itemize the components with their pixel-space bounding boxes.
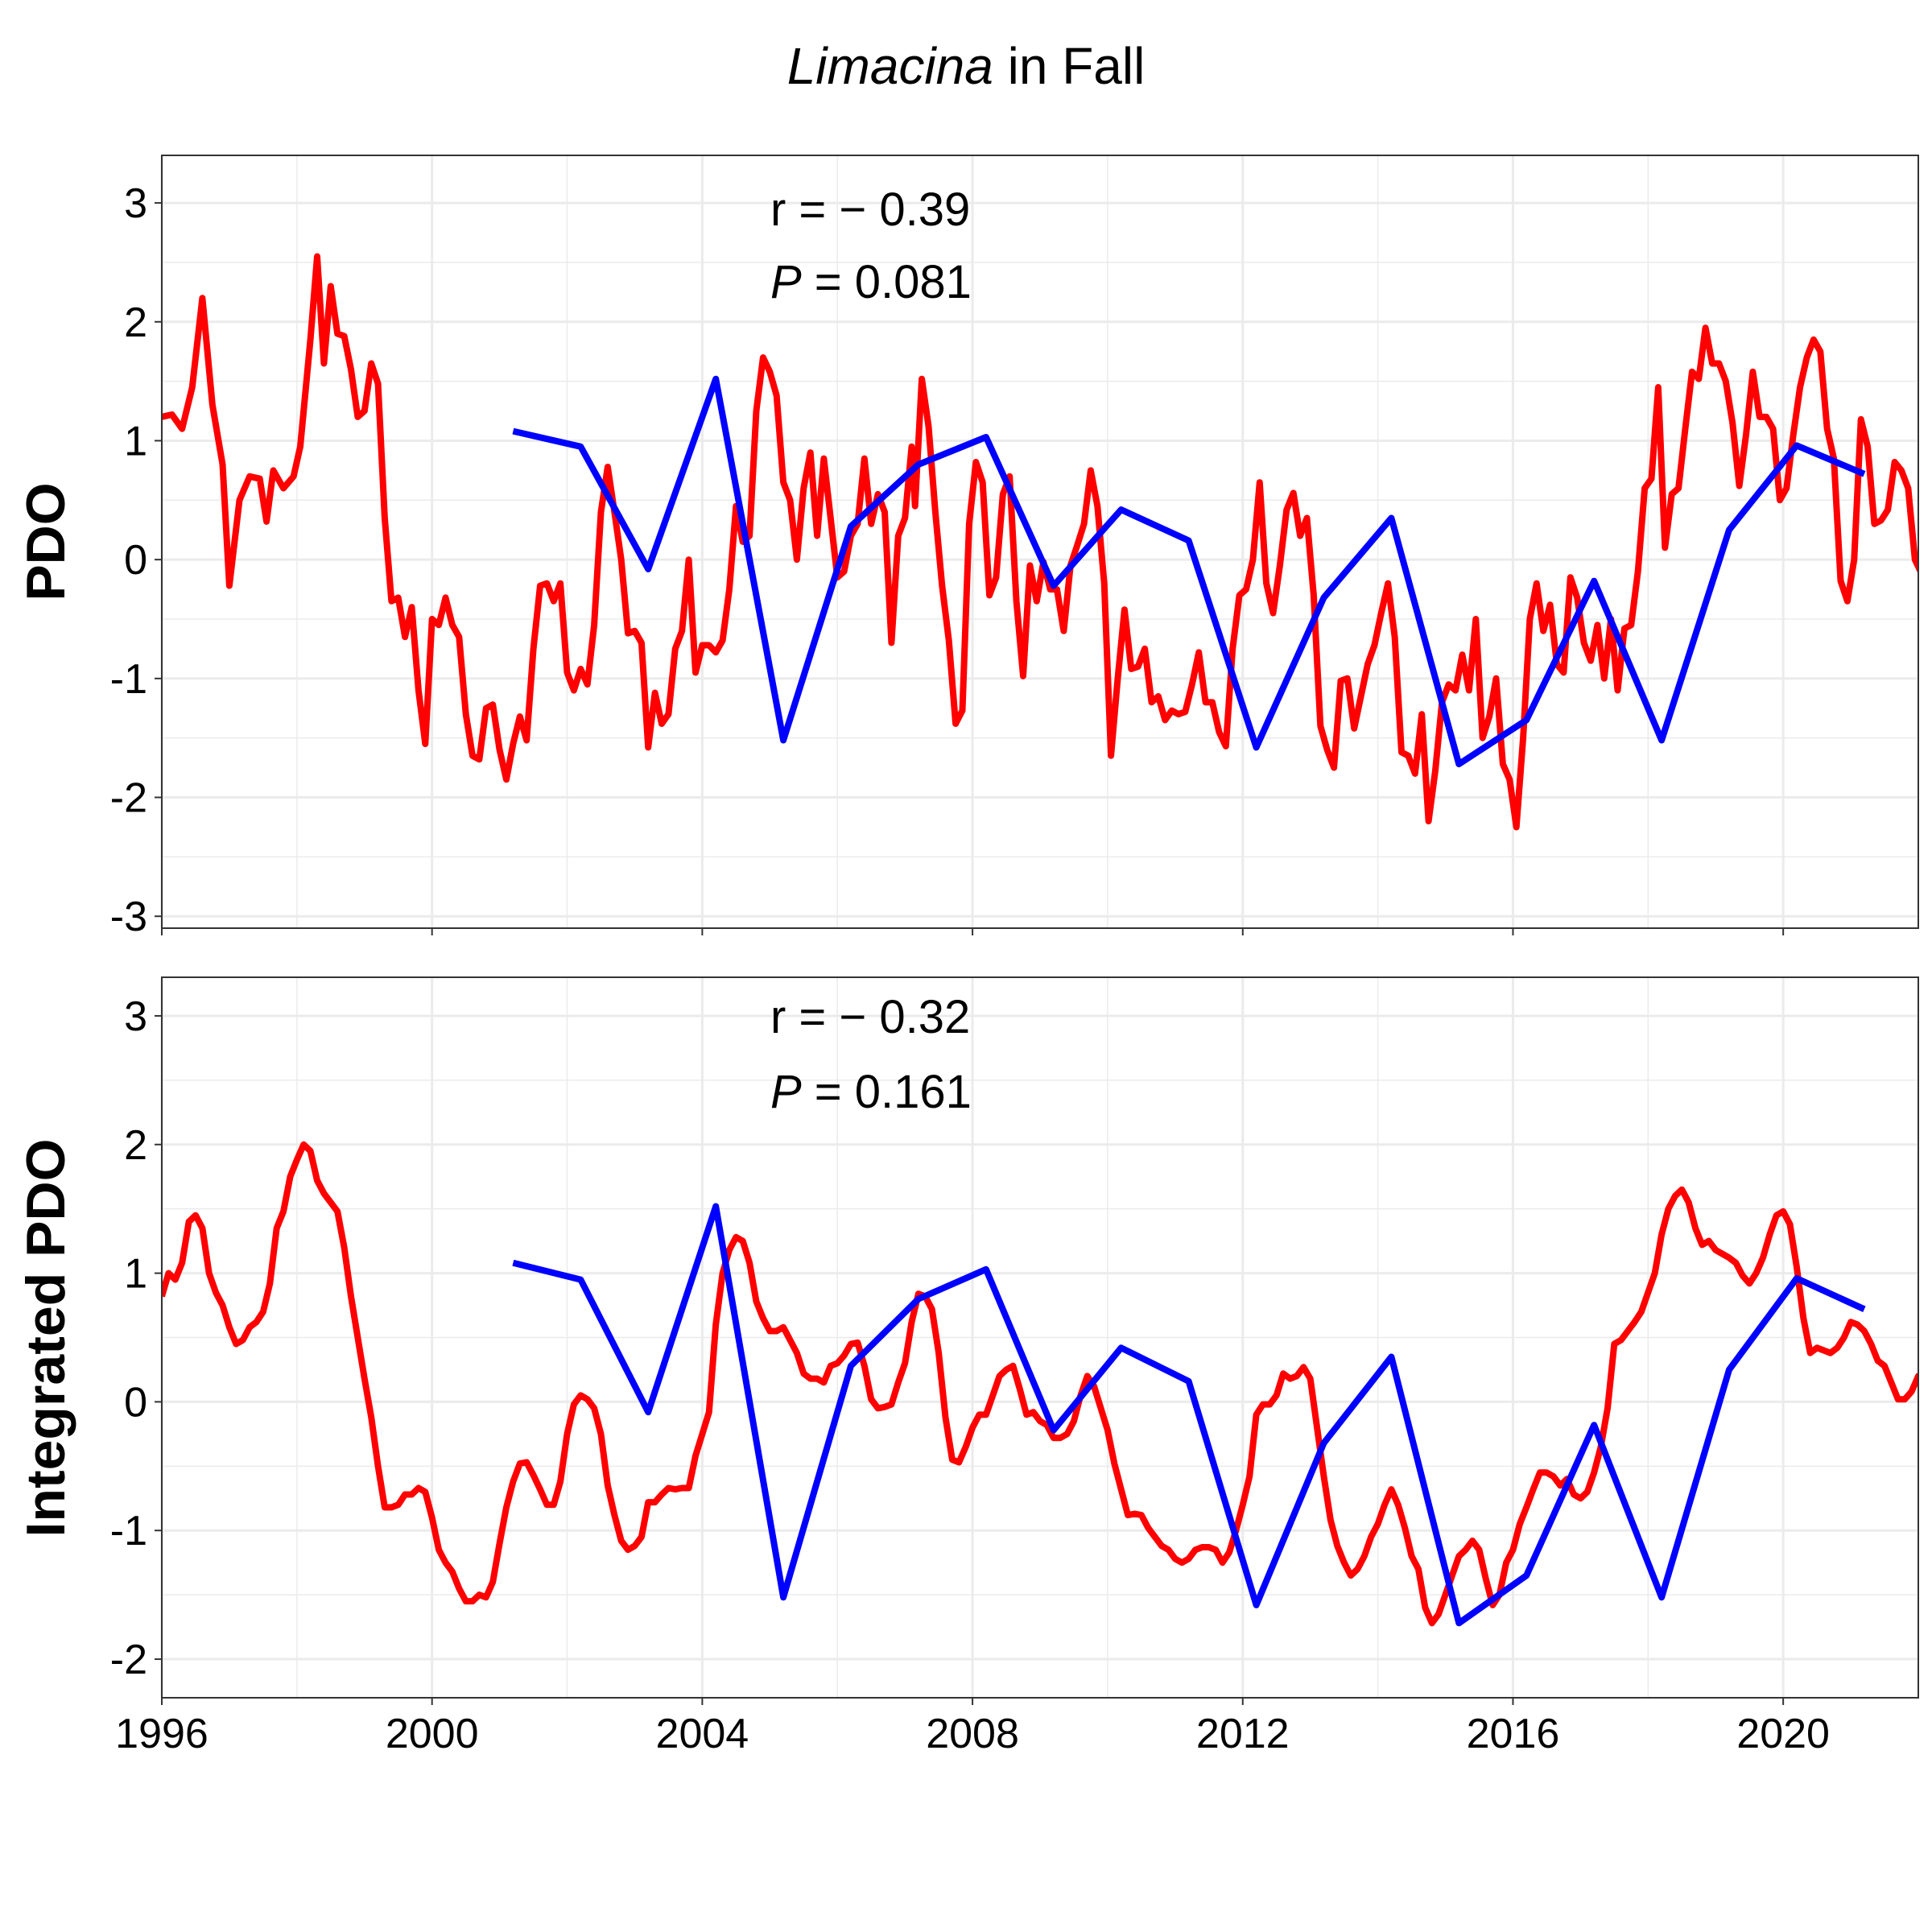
x-tick-label: 2008 [926, 1711, 1019, 1757]
p-value-label: P = 0.081 [770, 256, 972, 308]
chart-title: Limacina in Fall [787, 37, 1146, 95]
y-tick-label: 2 [124, 299, 147, 346]
p-value-symbol: P [770, 256, 802, 308]
y-tick-label: 3 [124, 993, 147, 1040]
p-value-label: P = 0.161 [770, 1066, 972, 1118]
x-tick-label: 2012 [1196, 1711, 1290, 1757]
panel-frame [161, 976, 1919, 1699]
x-tick-label: 1996 [115, 1711, 208, 1757]
y-axis-label: PDO [15, 482, 76, 601]
y-tick-label: 3 [124, 180, 147, 227]
y-tick-label: 2 [124, 1122, 147, 1169]
y-tick-label: -1 [110, 1508, 147, 1554]
y-tick-label: -1 [110, 656, 147, 703]
chart-title-rest: in Fall [993, 37, 1146, 95]
pdo-index-series-line [162, 1141, 1918, 1627]
pdo-index-series-line [162, 253, 1918, 831]
correlation-label: r = − 0.32 [770, 991, 970, 1043]
correlation-label: r = − 0.39 [770, 184, 970, 236]
limacina-series-line [512, 1203, 1866, 1627]
x-tick-label: 2004 [656, 1711, 749, 1757]
x-tick-label: 2020 [1736, 1711, 1830, 1757]
y-tick-label: -2 [110, 1637, 147, 1683]
y-tick-label: 0 [124, 537, 147, 584]
limacina-series-line [512, 375, 1866, 768]
y-tick-label: 1 [124, 418, 147, 464]
y-tick-label: -3 [110, 894, 147, 940]
x-tick-label: 2000 [386, 1711, 479, 1757]
y-tick-label: 0 [124, 1379, 147, 1426]
panel-pdo: -3 -2 -1 0 1 2 3 r = − 0.39 P = 0.081 PDO [15, 155, 1919, 940]
y-tick-label: -2 [110, 775, 147, 822]
p-value-text: = 0.161 [802, 1066, 972, 1118]
panel-integrated-pdo: 1996 2000 2004 2008 2012 2016 2020 -2 -1 0 1 2 3 r = … [15, 976, 1919, 1757]
y-tick-label: 1 [124, 1251, 147, 1298]
p-value-text: = 0.081 [802, 256, 972, 308]
p-value-symbol: P [770, 1066, 802, 1118]
panel-frame [161, 155, 1919, 929]
chart-title-italic: Limacina [787, 37, 993, 95]
y-axis-label: Integrated PDO [15, 1139, 76, 1538]
x-tick-label: 2016 [1467, 1711, 1560, 1757]
